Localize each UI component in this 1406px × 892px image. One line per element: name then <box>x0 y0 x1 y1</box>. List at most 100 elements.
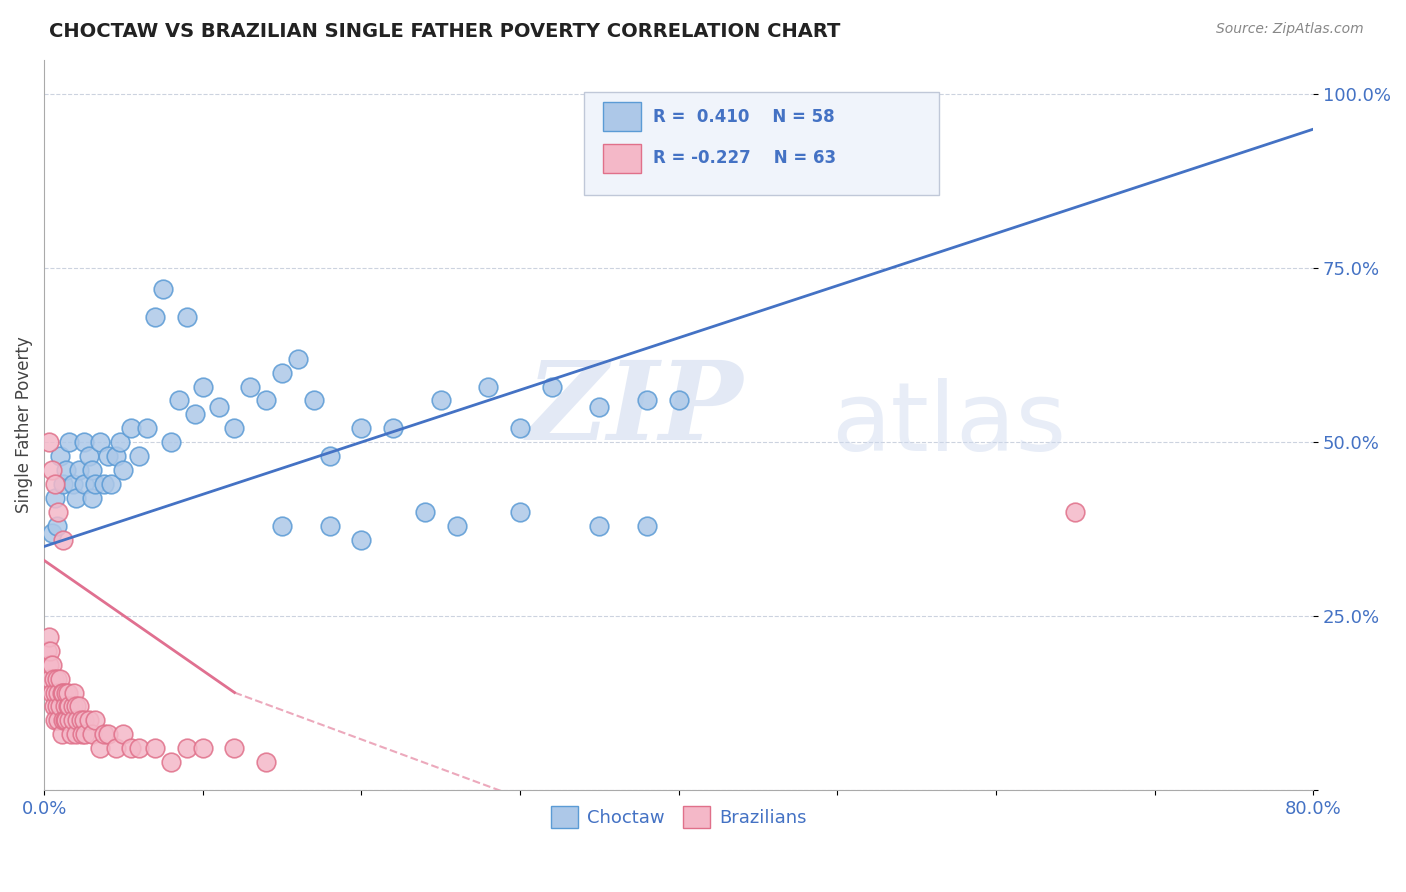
Point <box>540 379 562 393</box>
Point <box>112 727 135 741</box>
Point <box>254 755 277 769</box>
Point <box>128 741 150 756</box>
Point <box>49 699 72 714</box>
Point <box>69 714 91 728</box>
Point <box>588 401 610 415</box>
Point <box>120 741 142 756</box>
Point <box>44 714 66 728</box>
Point <box>41 463 63 477</box>
Point <box>52 714 75 728</box>
Point <box>224 421 246 435</box>
Point <box>80 491 103 505</box>
Point <box>80 463 103 477</box>
Point <box>53 699 76 714</box>
Point <box>143 741 166 756</box>
Point <box>446 518 468 533</box>
Point <box>41 525 63 540</box>
Point <box>160 755 183 769</box>
Point <box>45 672 67 686</box>
Text: ZIP: ZIP <box>526 357 742 464</box>
Point <box>58 699 80 714</box>
Point <box>49 672 72 686</box>
Point <box>73 714 96 728</box>
Point <box>254 393 277 408</box>
Point <box>44 491 66 505</box>
Point <box>41 657 63 672</box>
Point <box>51 727 73 741</box>
Point <box>89 741 111 756</box>
Point <box>67 699 90 714</box>
Point <box>83 476 105 491</box>
Point <box>44 685 66 699</box>
Point <box>58 714 80 728</box>
Point <box>120 421 142 435</box>
Point <box>41 685 63 699</box>
Legend: Choctaw, Brazilians: Choctaw, Brazilians <box>544 799 814 836</box>
Text: atlas: atlas <box>831 378 1066 471</box>
Point <box>48 505 70 519</box>
Point <box>49 449 72 463</box>
Point <box>382 421 405 435</box>
Point <box>83 714 105 728</box>
Point <box>350 421 373 435</box>
Point <box>318 449 340 463</box>
Point <box>636 393 658 408</box>
Point <box>100 476 122 491</box>
Text: Source: ZipAtlas.com: Source: ZipAtlas.com <box>1216 22 1364 37</box>
Point <box>160 435 183 450</box>
Point <box>302 393 325 408</box>
Point <box>60 727 83 741</box>
Point <box>97 727 120 741</box>
Point <box>42 672 65 686</box>
Point <box>67 463 90 477</box>
Point <box>77 449 100 463</box>
Point <box>112 463 135 477</box>
Point <box>191 741 214 756</box>
Point <box>152 282 174 296</box>
Point <box>287 351 309 366</box>
Point <box>477 379 499 393</box>
Text: R =  0.410    N = 58: R = 0.410 N = 58 <box>654 108 835 126</box>
Point <box>37 644 59 658</box>
Point <box>70 727 93 741</box>
Point <box>184 407 207 421</box>
Point <box>509 505 531 519</box>
Point <box>65 699 87 714</box>
Point <box>89 435 111 450</box>
Point <box>48 685 70 699</box>
Point <box>58 435 80 450</box>
Point <box>56 699 79 714</box>
Point <box>55 714 77 728</box>
Point <box>588 518 610 533</box>
Point <box>38 630 60 644</box>
Point <box>239 379 262 393</box>
Point <box>350 533 373 547</box>
Point <box>104 449 127 463</box>
Point <box>48 714 70 728</box>
Point <box>52 476 75 491</box>
Point <box>44 476 66 491</box>
Point <box>45 699 67 714</box>
Point <box>38 435 60 450</box>
Text: R = -0.227    N = 63: R = -0.227 N = 63 <box>654 149 837 167</box>
Point <box>55 685 77 699</box>
Point <box>66 714 89 728</box>
Text: CHOCTAW VS BRAZILIAN SINGLE FATHER POVERTY CORRELATION CHART: CHOCTAW VS BRAZILIAN SINGLE FATHER POVER… <box>49 22 841 41</box>
Point <box>668 393 690 408</box>
Point <box>62 714 84 728</box>
Point <box>104 741 127 756</box>
Point <box>77 714 100 728</box>
Point <box>636 518 658 533</box>
Point <box>207 401 229 415</box>
Point <box>45 518 67 533</box>
Point <box>429 393 451 408</box>
Point <box>62 699 84 714</box>
Point <box>53 714 76 728</box>
Point <box>271 366 294 380</box>
Point <box>80 727 103 741</box>
Point <box>1064 505 1087 519</box>
Point <box>176 310 198 324</box>
Point <box>413 505 436 519</box>
Point <box>176 741 198 756</box>
Point <box>39 672 62 686</box>
